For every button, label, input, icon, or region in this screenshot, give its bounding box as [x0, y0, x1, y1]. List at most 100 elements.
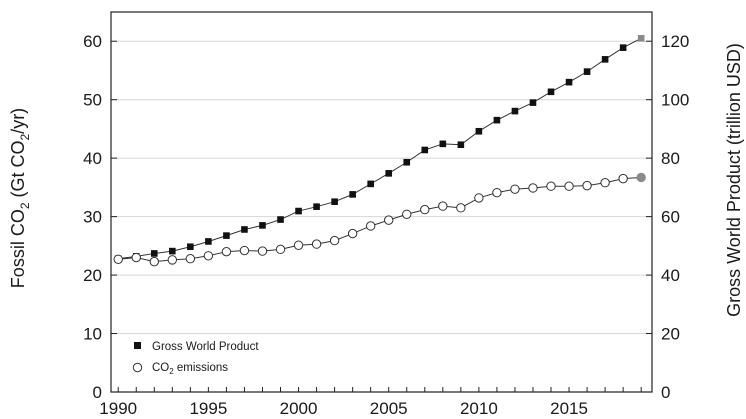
x-tick-label: 2000 [280, 399, 318, 418]
legend: Gross World Product CO2 emissions [132, 341, 259, 376]
co2-point [239, 245, 250, 256]
gwp-point [349, 191, 356, 198]
left-tick-label: 30 [83, 208, 102, 227]
right-tick-label: 40 [661, 266, 680, 285]
left-axis-title-sub: 2 [18, 133, 32, 140]
left-tick-label: 10 [83, 325, 102, 344]
co2-point [546, 181, 556, 191]
left-tick-label: 50 [83, 91, 102, 110]
left-tick-label: 40 [83, 149, 102, 168]
gwp-point [150, 250, 158, 257]
left-axis-title-sub: 2 [18, 202, 32, 209]
left-tick-label: 0 [93, 383, 102, 402]
right-axis-title: Gross World Product (trillion USD) [724, 43, 744, 317]
gwp-point [565, 78, 573, 86]
legend-co2-label-sub: 2 [169, 367, 174, 376]
series-line-1 [118, 176, 642, 263]
legend-gwp-marker [134, 342, 141, 349]
co2-point [600, 178, 610, 188]
gwp-point [475, 127, 483, 135]
gwp-point [421, 146, 429, 154]
co2-point [528, 183, 538, 193]
co2-point [438, 201, 448, 211]
gwp-point [313, 203, 320, 210]
co2-point [131, 252, 141, 263]
left-axis-title: Fossil CO2 (Gt CO2/yr) [8, 108, 32, 288]
co2-point [474, 193, 484, 203]
legend-co2-label-part: CO [152, 362, 169, 374]
co2-point [149, 256, 159, 267]
co2-point [456, 203, 466, 213]
gwp-point [187, 243, 194, 251]
x-axis: 1990 1995 2000 2005 2010 2015 [99, 387, 642, 418]
co2-point [113, 254, 123, 264]
legend-co2-label: CO2 emissions [152, 362, 228, 376]
gwp-point [259, 222, 266, 229]
x-tick-label: 2005 [370, 399, 408, 418]
gwp-point [295, 207, 302, 215]
gwp-point [511, 107, 519, 115]
co2-point [402, 209, 412, 219]
gwp-point [529, 99, 537, 106]
gwp-point [583, 68, 591, 75]
series-line-0 [118, 37, 642, 260]
x-tick-label: 1990 [99, 399, 137, 418]
gridlines [111, 40, 652, 335]
gwp-point [331, 198, 338, 206]
x-tick-label: 1995 [189, 399, 227, 418]
co2-point [492, 187, 502, 198]
right-tick-label: 60 [661, 208, 680, 227]
co2-point [329, 235, 340, 246]
gwp-point [619, 44, 627, 51]
legend-co2-marker [132, 362, 143, 373]
right-tick-label: 100 [661, 91, 689, 110]
left-axis-title-part: /yr) [8, 108, 28, 134]
co2-point [618, 173, 628, 184]
co2-point [384, 215, 394, 225]
co2-point [185, 254, 196, 264]
co2-point [365, 221, 376, 231]
gwp-point [367, 180, 374, 188]
right-tick-label: 0 [661, 383, 670, 402]
co2-point [347, 228, 358, 239]
right-tick-label: 120 [661, 32, 689, 51]
gwp-point [205, 238, 212, 245]
co2-point [636, 172, 646, 183]
legend-gwp-label: Gross World Product [152, 341, 259, 353]
left-y-axis: 0 10 20 30 40 50 60 [83, 32, 117, 402]
co2-point [257, 246, 268, 256]
co2-point [564, 181, 574, 191]
gwp-point [169, 247, 176, 255]
right-tick-label: 80 [661, 149, 680, 168]
gwp-point [493, 116, 501, 124]
axes [110, 11, 653, 393]
gwp-point [547, 88, 555, 96]
left-tick-label: 20 [83, 266, 102, 285]
x-tick-label: 2015 [550, 399, 588, 418]
co2-point [293, 240, 304, 250]
right-tick-label: 20 [661, 325, 680, 344]
co2-point [275, 244, 286, 255]
legend-co2-label-part: emissions [174, 362, 229, 374]
gwp-point [385, 170, 393, 177]
right-y-axis: 0 20 40 60 80 100 120 [646, 32, 689, 402]
gwp-point [457, 141, 465, 149]
co2-point [582, 180, 592, 191]
gwp-point [277, 216, 284, 223]
series-layer [113, 35, 646, 267]
gwp-point [439, 140, 447, 148]
co2-point [420, 204, 430, 215]
gwp-point [223, 232, 230, 239]
left-axis-title-part: (Gt CO [8, 140, 28, 202]
co2-point [167, 255, 178, 265]
co2-point [221, 246, 232, 257]
gwp-point [637, 35, 645, 42]
x-tick-label: 2010 [460, 399, 498, 418]
gwp-point [241, 226, 248, 233]
left-tick-label: 60 [83, 32, 102, 51]
gwp-point [601, 56, 609, 63]
left-axis-title-part: Fossil CO [8, 209, 28, 288]
gwp-point [403, 158, 411, 166]
co2-point [510, 184, 520, 194]
